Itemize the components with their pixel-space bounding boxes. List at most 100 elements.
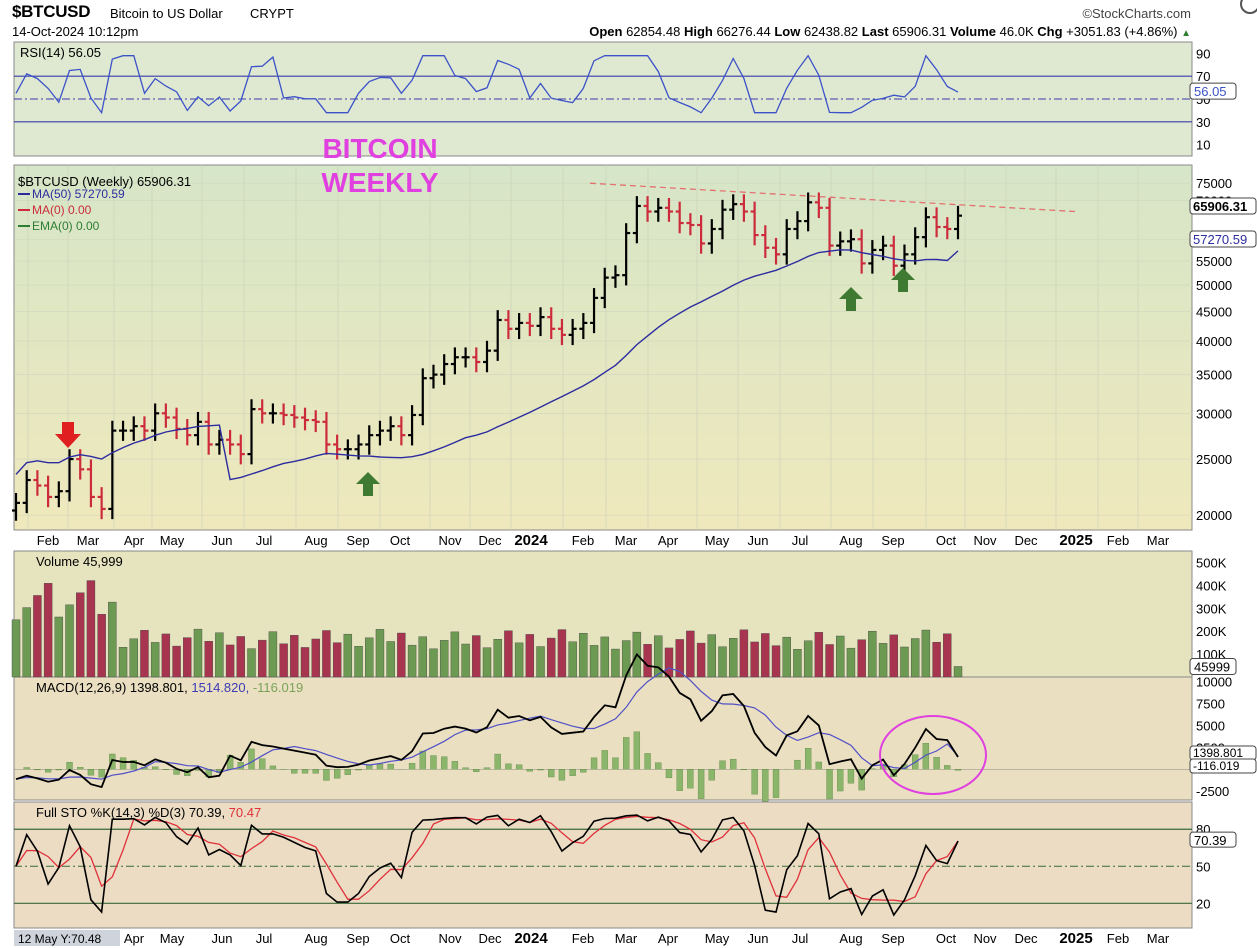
volume-bar: [782, 636, 791, 678]
volume-bar: [878, 643, 888, 678]
macd-histogram-bar: [933, 757, 940, 770]
x-tick-label-bottom: Nov: [973, 931, 997, 946]
macd-histogram-bar: [152, 766, 159, 770]
volume-bar: [258, 639, 267, 678]
x-tick-label: Apr: [658, 533, 679, 548]
ohlc-bar: [954, 205, 962, 240]
macd-histogram-bar: [762, 769, 769, 802]
macd-histogram-bar: [451, 761, 459, 770]
volume-bar: [536, 646, 545, 678]
settings-icon[interactable]: [1240, 0, 1257, 14]
volume-bar: [707, 634, 716, 678]
ohlc-bar: [483, 340, 491, 373]
ohlc-bar: [322, 411, 331, 455]
macd-histogram-bar: [847, 769, 855, 784]
last-value-box: [1189, 758, 1257, 774]
last-value-box: [1189, 657, 1237, 675]
rsi-line: [15, 54, 959, 115]
x-tick-label: Dec: [1014, 533, 1038, 548]
volume-bar: [386, 641, 395, 678]
macd-histogram-bar: [259, 758, 266, 770]
macd-histogram-bar: [87, 769, 95, 776]
macd-histogram-bar: [34, 769, 41, 771]
volume-bar: [450, 631, 460, 678]
ohlc-bar: [729, 194, 738, 220]
panel-macd: [13, 676, 1193, 801]
volume-bar: [889, 634, 898, 678]
volume-bar: [268, 631, 278, 678]
x-tick-label-bottom: Apr: [124, 931, 145, 946]
last-value-box: [1189, 831, 1237, 848]
macd-histogram-bar: [548, 769, 555, 778]
ohlc-bar: [718, 199, 727, 240]
up-arrow-icon: [891, 268, 915, 292]
volume-bar: [739, 629, 749, 678]
stockcharts-brand[interactable]: ©StockCharts.com: [1082, 6, 1191, 21]
y-tick-label: 50000: [1196, 278, 1232, 293]
volume-bar: [22, 607, 31, 678]
bitcoin-weekly-annotation: BITCOIN: [322, 133, 437, 164]
sto-k-value: Full STO %K(14,3) %D(3) 70.39,: [36, 805, 229, 820]
x-tick-label: Mar: [615, 533, 638, 548]
x-tick-label: Mar: [77, 533, 100, 548]
ohlc-bar: [97, 487, 106, 520]
ohlc-bar: [836, 231, 845, 256]
volume-bar: [932, 641, 941, 678]
ohlc-bar: [579, 313, 588, 340]
ohlc-bar: [846, 229, 855, 252]
macd-histogram-bar: [655, 762, 662, 770]
ohlc-bar: [643, 196, 652, 222]
ohlc-bar: [536, 307, 545, 337]
ohlc-bar: [119, 420, 128, 441]
macd-histogram-bar: [98, 769, 105, 778]
legend-label: MA(0) 0.00: [32, 203, 92, 217]
x-tick-label: Mar: [1147, 533, 1170, 548]
cursor-readout-box: [14, 930, 120, 946]
volume-bar: [750, 641, 759, 678]
macd-histogram-bar: [301, 769, 309, 774]
volume-value: 46.0K: [999, 24, 1034, 39]
macd-histogram-bar: [526, 769, 533, 772]
ohlc-bar: [258, 399, 267, 424]
x-tick-label: Aug: [304, 533, 327, 548]
x-tick-label: 2024: [514, 532, 548, 549]
x-tick-label-bottom: Sep: [346, 931, 369, 946]
ohlc-bar: [86, 459, 95, 508]
volume-bar: [429, 648, 438, 678]
ohlc-bar: [12, 493, 20, 521]
volume-bar: [172, 645, 181, 678]
x-tick-label: Feb: [572, 533, 594, 548]
symbol-title: $BTCUSD: [12, 2, 91, 21]
macd-histogram-bar: [815, 761, 822, 770]
y-tick-label: 30000: [1196, 406, 1232, 421]
volume-bar: [193, 628, 203, 678]
down-arrow-icon: [55, 422, 81, 448]
volume-bar: [279, 643, 288, 678]
volume-bar: [225, 644, 235, 678]
ohlc-bar: [493, 310, 502, 361]
ohlc-bar: [54, 481, 63, 508]
x-tick-label: Nov: [973, 533, 997, 548]
ohlc-bar: [408, 405, 417, 446]
y-tick-label: -2500: [1196, 784, 1229, 799]
macd-histogram-bar: [462, 767, 469, 770]
ohlc-bar: [889, 235, 898, 276]
macd-histogram-bar: [408, 763, 416, 770]
macd-value: MACD(12,26,9) 1398.801,: [36, 680, 191, 695]
ohlc-bar: [472, 347, 481, 373]
y-tick-label: 20000: [1196, 508, 1232, 523]
volume-bar: [108, 601, 117, 678]
macd-histogram-bar: [66, 762, 73, 770]
volume-bar: [76, 592, 85, 678]
cursor-readout: 12 May Y:70.48: [18, 932, 102, 946]
x-tick-label-bottom: Nov: [438, 931, 462, 946]
volume-bar: [600, 636, 609, 678]
x-tick-label-bottom: Jun: [212, 931, 233, 946]
x-tick-label-bottom: Oct: [936, 931, 957, 946]
x-tick-label: Jul: [256, 533, 273, 548]
volume-bar: [290, 635, 299, 678]
ohlc-bar: [664, 197, 673, 222]
macd-signal-line: [15, 667, 959, 780]
macd-histogram-bar: [944, 765, 951, 770]
